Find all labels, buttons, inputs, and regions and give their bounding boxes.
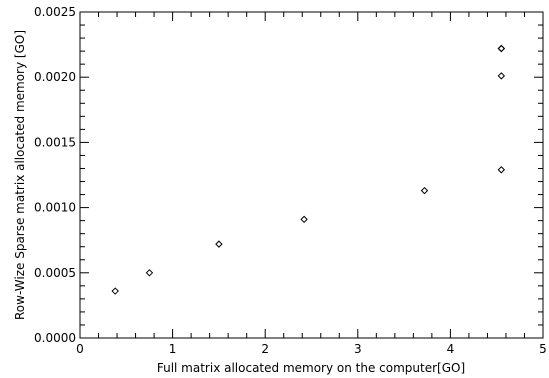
data-point — [215, 240, 223, 248]
x-tick-label: 4 — [447, 342, 455, 356]
data-point — [497, 72, 506, 80]
x-tick-label: 2 — [261, 342, 269, 356]
x-tick-label: 3 — [354, 342, 362, 356]
data-point — [111, 287, 119, 295]
data-point — [420, 186, 429, 195]
y-tick-label: 0.0000 — [34, 331, 76, 345]
y-tick-label: 0.0015 — [34, 135, 76, 149]
data-point — [497, 44, 506, 53]
data-point — [145, 269, 154, 277]
data-point — [497, 166, 506, 174]
x-tick-label: 0 — [76, 342, 84, 356]
y-tick-label: 0.0025 — [34, 5, 76, 19]
y-tick-label: 0.0005 — [34, 266, 76, 280]
y-axis: 0.0000 0.0005 0.0010 0.0015 0.0020 0.0025 — [34, 5, 543, 345]
data-point — [300, 215, 308, 224]
y-tick-label: 0.0010 — [34, 201, 76, 215]
x-axis: 0 1 2 3 4 5 — [76, 12, 547, 356]
x-axis-title: Full matrix allocated memory on the comp… — [157, 361, 465, 375]
x-tick-label: 1 — [169, 342, 177, 356]
x-tick-label: 5 — [539, 342, 547, 356]
y-axis-title: Row-Wize Sparse matrix allocated memory … — [13, 30, 27, 320]
data-points — [111, 44, 506, 295]
plot-area-frame — [79, 11, 544, 339]
data-point — [497, 44, 506, 53]
y-tick-label: 0.0020 — [34, 70, 76, 84]
